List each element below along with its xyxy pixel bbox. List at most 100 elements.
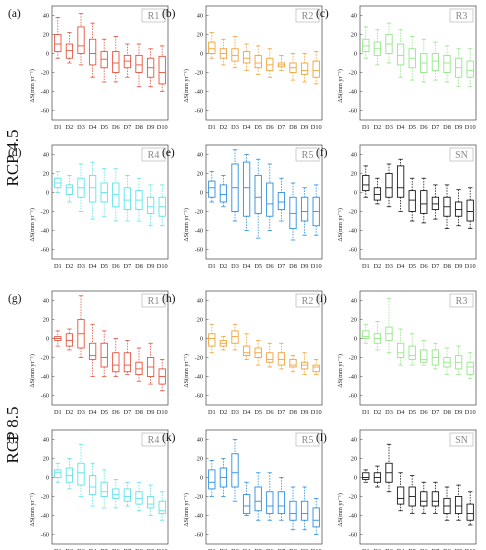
box-iqr bbox=[300, 361, 309, 370]
panel-letter: (e) bbox=[162, 147, 175, 159]
y-axis-label: ΔS(mm yr⁻¹) bbox=[183, 493, 190, 527]
y-tick-label: 0 bbox=[354, 475, 357, 482]
box-D2: D2 bbox=[220, 336, 227, 416]
y-tick-label: 40 bbox=[43, 437, 49, 444]
box-iqr bbox=[219, 184, 228, 203]
box-D1: D1 bbox=[208, 459, 216, 550]
y-tick-label: 40 bbox=[43, 298, 49, 305]
x-tick-label: D7 bbox=[124, 263, 132, 270]
panel-e: 40 20 0 -20 -40 -60 ΔS(mm yr⁻¹) (e) R5 D1 D2 D3 D4 D5… bbox=[162, 144, 323, 270]
region-label: R2 bbox=[302, 11, 314, 22]
y-axis-label: ΔS(mm yr⁻¹) bbox=[337, 354, 344, 388]
x-tick-label: D1 bbox=[362, 409, 370, 416]
box-iqr bbox=[408, 345, 416, 360]
panel-b: 40 20 0 -20 -40 -60 ΔS(mm yr⁻¹) (b) R2 D1 D2 D3 D4 D5… bbox=[162, 5, 323, 131]
y-tick-label: 40 bbox=[197, 437, 203, 444]
box-D6: D6 bbox=[112, 36, 120, 131]
x-tick-label: D9 bbox=[147, 409, 155, 416]
panel-letter: (c) bbox=[316, 8, 329, 20]
x-tick-label: D5 bbox=[254, 124, 262, 131]
box-D7: D7 bbox=[432, 342, 439, 416]
box-D6: D6 bbox=[266, 342, 274, 416]
y-tick-label: -60 bbox=[41, 393, 49, 400]
x-tick-label: D5 bbox=[408, 548, 416, 550]
x-tick-label: D8 bbox=[289, 548, 297, 550]
x-tick-label: D3 bbox=[385, 548, 393, 550]
box-D1: D1 bbox=[54, 16, 62, 131]
box-D7: D7 bbox=[277, 177, 286, 270]
box-D3: D3 bbox=[77, 295, 85, 416]
box-iqr bbox=[431, 53, 440, 72]
box-D5: D5 bbox=[100, 38, 108, 131]
box-iqr bbox=[54, 34, 62, 53]
x-tick-label: D3 bbox=[231, 263, 239, 270]
y-tick-label: -60 bbox=[195, 393, 203, 400]
y-tick-label: 0 bbox=[200, 51, 203, 58]
panel-letter: (g) bbox=[8, 293, 22, 305]
box-D1: D1 bbox=[54, 171, 62, 270]
x-tick-label: D8 bbox=[443, 548, 451, 550]
x-tick-label: D5 bbox=[408, 124, 416, 131]
x-tick-label: D9 bbox=[455, 409, 463, 416]
x-tick-label: D10 bbox=[465, 409, 476, 416]
box-iqr bbox=[65, 333, 74, 347]
x-tick-label: D3 bbox=[231, 124, 239, 131]
x-tick-label: D6 bbox=[420, 409, 428, 416]
box-D9: D9 bbox=[455, 48, 462, 131]
box-D6: D6 bbox=[112, 168, 120, 270]
y-tick-label: 20 bbox=[351, 171, 357, 178]
y-tick-label: -40 bbox=[41, 89, 49, 96]
box-D7: D7 bbox=[124, 481, 131, 550]
panel-f: 40 20 0 -20 -40 -60 ΔS(mm yr⁻¹) (f) SN D1 D2 D3 D4 D5… bbox=[316, 144, 477, 270]
y-axis-label: ΔS(mm yr⁻¹) bbox=[337, 208, 344, 242]
region-label: R1 bbox=[148, 296, 160, 307]
region-label-box bbox=[141, 432, 166, 447]
box-iqr bbox=[100, 481, 108, 497]
box-iqr bbox=[300, 62, 309, 75]
x-tick-label: D4 bbox=[397, 124, 406, 131]
panel-frame bbox=[359, 290, 477, 406]
box-D10: D10 bbox=[311, 184, 322, 270]
x-tick-label: D8 bbox=[289, 124, 297, 131]
region-label: R5 bbox=[302, 435, 314, 446]
box-D1: D1 bbox=[54, 462, 62, 550]
y-tick-label: 0 bbox=[46, 336, 49, 343]
box-D10: D10 bbox=[157, 45, 168, 131]
box-D1: D1 bbox=[362, 26, 370, 131]
box-iqr bbox=[362, 330, 370, 339]
x-tick-label: D6 bbox=[266, 409, 274, 416]
panel-a: 40 20 0 -20 -40 -60 ΔS(mm yr⁻¹) (a) R1 D1 D2 D3 D4 D5… bbox=[8, 5, 169, 131]
panel-letter: (f) bbox=[316, 147, 328, 159]
y-tick-label: 0 bbox=[200, 336, 203, 343]
x-tick-label: D6 bbox=[266, 548, 274, 550]
box-iqr bbox=[362, 174, 370, 192]
y-axis-label: ΔS(mm yr⁻¹) bbox=[183, 69, 190, 103]
panel-frame bbox=[51, 290, 169, 406]
x-tick-label: D6 bbox=[266, 263, 274, 270]
x-tick-label: D6 bbox=[112, 409, 120, 416]
y-tick-label: 0 bbox=[354, 336, 357, 343]
box-iqr bbox=[65, 467, 74, 483]
y-tick-label: -60 bbox=[349, 532, 357, 539]
x-tick-label: D6 bbox=[112, 124, 120, 131]
box-iqr bbox=[88, 174, 97, 203]
box-D7: D7 bbox=[124, 339, 132, 416]
box-D2: D2 bbox=[65, 458, 74, 550]
box-iqr bbox=[135, 54, 143, 73]
box-D8: D8 bbox=[135, 43, 143, 131]
y-tick-label: -20 bbox=[349, 494, 357, 501]
x-tick-label: D1 bbox=[54, 409, 62, 416]
x-tick-label: D7 bbox=[278, 124, 286, 131]
x-tick-label: D8 bbox=[135, 263, 143, 270]
panel-g: 40 20 0 -20 -40 -60 ΔS(mm yr⁻¹) (g) R1 D1 D2 D3 D4 D5… bbox=[8, 290, 169, 416]
box-iqr bbox=[266, 491, 274, 515]
panel-letter: (h) bbox=[162, 293, 176, 305]
box-iqr bbox=[277, 491, 286, 515]
x-tick-label: D7 bbox=[124, 124, 132, 131]
y-tick-label: 0 bbox=[46, 475, 49, 482]
y-axis-label: ΔS(mm yr⁻¹) bbox=[337, 493, 344, 527]
box-iqr bbox=[277, 192, 286, 211]
box-D3: D3 bbox=[231, 323, 239, 416]
y-tick-label: 20 bbox=[43, 171, 49, 178]
x-tick-label: D7 bbox=[124, 409, 132, 416]
